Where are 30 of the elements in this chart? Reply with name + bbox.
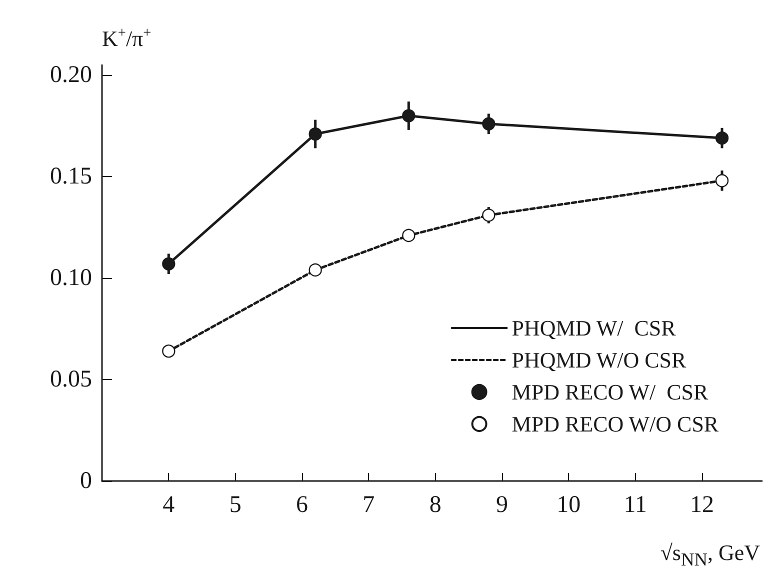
legend-label: PHQMD W/ CSR bbox=[512, 316, 676, 340]
x-tick-label: 11 bbox=[624, 492, 647, 518]
x-tick-label: 6 bbox=[296, 492, 308, 518]
y-tick-label: 0 bbox=[80, 468, 92, 494]
x-tick-label: 4 bbox=[162, 492, 175, 518]
x-tick-label: 9 bbox=[496, 492, 508, 518]
point bbox=[715, 174, 729, 188]
point bbox=[308, 263, 322, 277]
point bbox=[715, 131, 729, 145]
x-axis-title: √s$_{NN}$, GeV bbox=[660, 540, 760, 570]
x-tick-label: 12 bbox=[690, 492, 714, 518]
point bbox=[308, 127, 322, 141]
y-tick-label: 0.05 bbox=[50, 366, 92, 393]
legend-label: PHQMD W/O CSR bbox=[512, 348, 687, 372]
legend-label: MPD RECO W/O CSR bbox=[512, 412, 719, 436]
x-tick-label: 5 bbox=[229, 492, 242, 518]
y-tick-label: 0.20 bbox=[50, 62, 92, 88]
legend-label: MPD RECO W/ CSR bbox=[512, 380, 709, 404]
point bbox=[402, 228, 416, 242]
point bbox=[162, 257, 176, 270]
x-tick-label: 10 bbox=[556, 492, 581, 518]
x-tick-label: 8 bbox=[429, 492, 442, 518]
y-tick-label: 0.15 bbox=[50, 164, 92, 190]
point bbox=[482, 117, 496, 130]
point bbox=[482, 208, 496, 222]
y-axis-title: K+/π+ bbox=[102, 25, 152, 51]
point bbox=[402, 109, 416, 122]
point bbox=[162, 344, 176, 358]
y-tick-label: 0.10 bbox=[50, 265, 92, 292]
x-tick-label: 7 bbox=[362, 492, 375, 518]
